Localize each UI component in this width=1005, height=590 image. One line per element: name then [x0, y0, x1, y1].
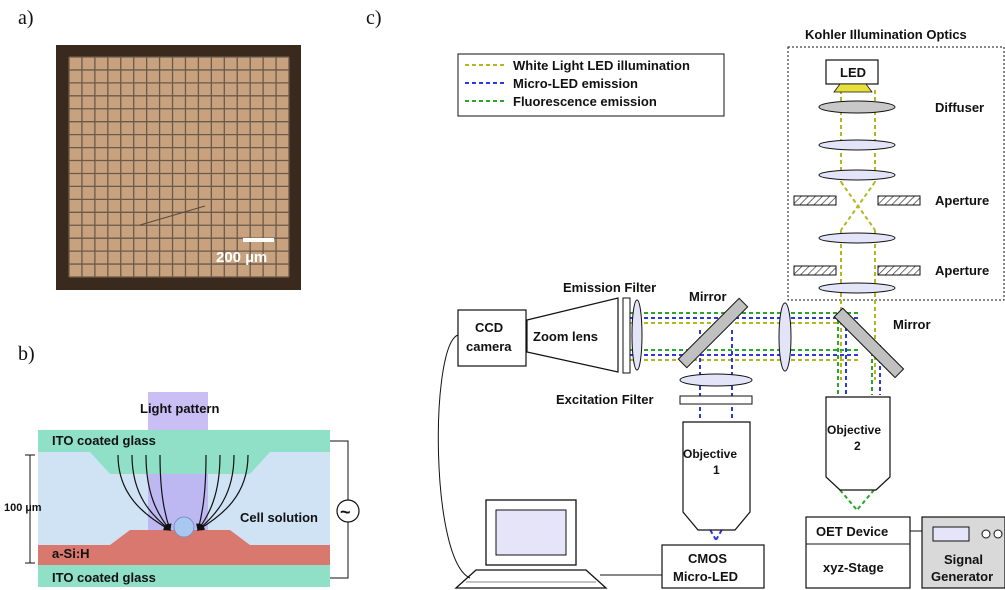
asih-label: a-Si:H — [52, 546, 90, 561]
kohler-lens-1 — [818, 139, 896, 151]
scale-bar-label: 200 µm — [216, 249, 267, 266]
zoom-lens-label: Zoom lens — [533, 329, 598, 344]
signal-generator-display — [932, 526, 970, 542]
ccd-cable — [437, 334, 471, 579]
asih-layer — [38, 530, 330, 565]
cmos-microled — [661, 544, 765, 589]
emission-filter-label: Emission Filter — [563, 280, 656, 295]
diffuser-label: Diffuser — [935, 100, 984, 115]
panel-c-label: c) — [366, 7, 382, 29]
signal-generator-knob-1 — [981, 529, 991, 539]
kohler-lens-3 — [818, 232, 896, 244]
micrograph-array — [69, 57, 289, 277]
kohler-title: Kohler Illumination Optics — [805, 27, 967, 42]
diffuser-lens — [818, 100, 896, 114]
cell — [173, 516, 195, 538]
bottom-glass-label: ITO coated glass — [52, 570, 156, 585]
ccd-camera — [457, 309, 527, 367]
zoom-lens — [526, 297, 619, 373]
field-lines — [117, 454, 249, 532]
ccd-label-1: CCD — [475, 320, 503, 335]
emission-filter — [622, 297, 631, 374]
aperture-2-label: Aperture — [935, 263, 989, 278]
signal-generator-label-1: Signal — [944, 552, 983, 567]
top-ito-glass — [38, 430, 330, 474]
ccd-label-2: camera — [466, 339, 512, 354]
objective-1 — [682, 421, 751, 531]
top-glass-label: ITO coated glass — [52, 433, 156, 448]
oet-cross-section: Light pattern ITO coated glass ITO coate… — [4, 392, 360, 587]
field-line — [159, 454, 172, 532]
ac-source — [336, 499, 360, 523]
objective-2-number: 2 — [854, 439, 861, 453]
kohler-lens-2 — [818, 169, 896, 181]
emission-lens — [631, 299, 643, 371]
excitation-filter — [679, 395, 753, 405]
objective-1-number: 1 — [713, 463, 720, 477]
xyz-stage-label: xyz-Stage — [823, 560, 884, 575]
cmos-label-1: CMOS — [688, 551, 727, 566]
aperture-2-left — [793, 265, 837, 276]
excitation-lens — [679, 373, 753, 387]
kohler-box — [787, 46, 1005, 301]
kohler-lens-4 — [818, 282, 896, 294]
scale-bar — [243, 238, 274, 242]
field-line — [196, 454, 249, 531]
signal-generator-knob-2 — [993, 529, 1003, 539]
right-mirror-label: Mirror — [893, 317, 931, 332]
excitation-filter-label: Excitation Filter — [556, 392, 654, 407]
led-box — [825, 59, 879, 85]
laptop-icon — [454, 499, 608, 589]
light-pattern-label: Light pattern — [140, 401, 219, 416]
relay-lens — [778, 302, 792, 372]
oet-stage-box — [805, 516, 911, 589]
left-mirror — [677, 297, 749, 369]
panel-b-label: b) — [18, 343, 35, 365]
micrograph-grid — [68, 56, 290, 278]
gap-label: 100 µm — [4, 502, 42, 514]
optical-setup: White Light LED illumination Micro-LED e… — [437, 27, 1005, 589]
aperture-2-right — [877, 265, 921, 276]
objective-2-label: Objective — [827, 423, 881, 437]
led-label: LED — [840, 65, 866, 80]
led-emitter — [833, 83, 873, 93]
legend-microled: Micro-LED emission — [513, 76, 638, 91]
micrograph-scratch — [139, 205, 206, 226]
field-line — [117, 454, 172, 531]
left-mirror-label: Mirror — [689, 289, 727, 304]
signal-generator-label-2: Generator — [931, 569, 993, 584]
objective-2 — [825, 396, 891, 491]
aperture-1-right — [877, 195, 921, 206]
ac-symbol: ~ — [340, 502, 351, 522]
objective-1-label: Objective — [683, 447, 737, 461]
aperture-1-left — [793, 195, 837, 206]
oet-device-label: OET Device — [816, 524, 888, 539]
micrograph: 200 µm — [56, 45, 301, 290]
cell-solution-label: Cell solution — [240, 510, 318, 525]
cmos-label-2: Micro-LED — [673, 569, 738, 584]
legend-fluor: Fluorescence emission — [513, 94, 657, 109]
panel-a-label: a) — [18, 7, 34, 29]
legend-white: White Light LED illumination — [513, 58, 690, 73]
bottom-ito-glass — [38, 565, 330, 587]
right-mirror — [833, 307, 905, 379]
aperture-1-label: Aperture — [935, 193, 989, 208]
